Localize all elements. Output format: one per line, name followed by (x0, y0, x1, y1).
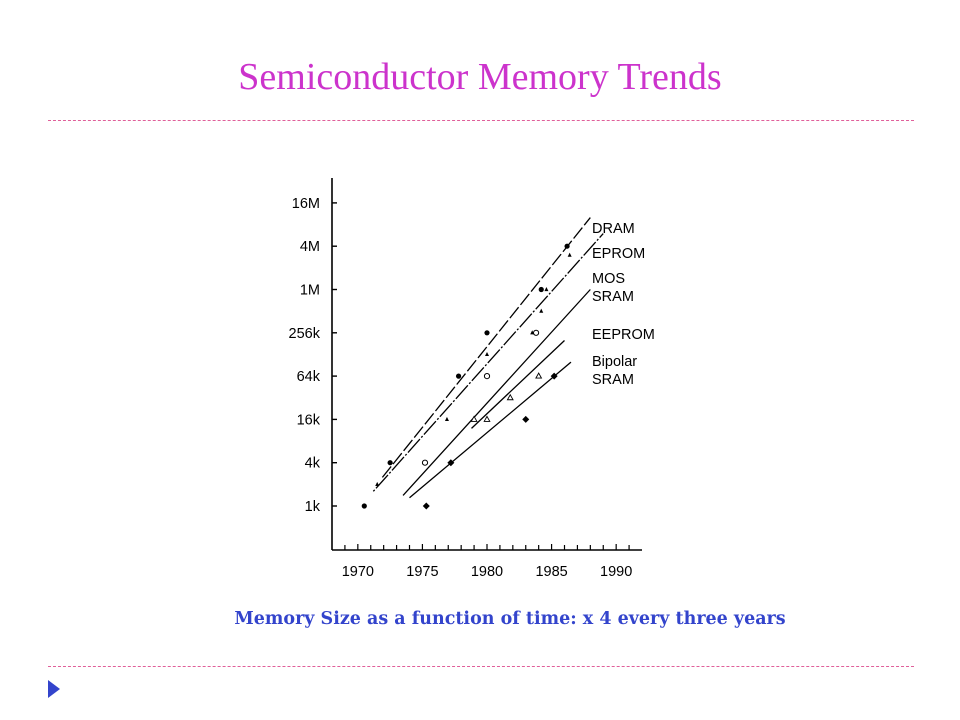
series-label: SRAM (592, 289, 634, 305)
data-point-eeprom (535, 372, 543, 379)
y-tick-label: 4k (305, 456, 321, 472)
data-point-dram (564, 243, 570, 249)
data-point-dram (387, 460, 393, 466)
data-point-dram (538, 286, 544, 293)
y-tick-label: 4M (300, 239, 320, 255)
series-label: EEPROM (592, 327, 655, 343)
data-point-mos-sram (421, 459, 429, 466)
series-label: DRAM (592, 221, 635, 237)
data-point-dram (361, 503, 367, 509)
trend-lines (372, 217, 604, 499)
x-tick-label: 1990 (600, 564, 632, 580)
data-point-eprom (375, 481, 380, 486)
y-tick-label: 16M (292, 196, 320, 212)
y-tick-label: 64k (297, 369, 321, 385)
data-point-eeprom (470, 415, 478, 422)
data-point-dram (455, 373, 462, 379)
data-point-bipolar-sram (422, 502, 430, 510)
data-point-bipolar-sram (550, 372, 558, 380)
data-point-mos-sram (532, 329, 540, 336)
series-label: Bipolar (592, 354, 637, 370)
series-label: EPROM (592, 246, 645, 262)
data-point-eprom (485, 351, 489, 357)
data-point-bipolar-sram (522, 415, 530, 423)
footer-divider (48, 666, 914, 667)
trend-line-eprom (372, 233, 604, 492)
data-point-dram (484, 330, 490, 336)
data-point-eprom (567, 252, 572, 257)
data-point-eprom (444, 416, 449, 421)
data-point-mos-sram (483, 373, 491, 380)
y-tick-label: 1M (300, 283, 320, 299)
trend-line-dram (381, 217, 591, 478)
trend-line-eeprom (471, 340, 565, 429)
series-label: SRAM (592, 372, 634, 388)
title-divider (48, 120, 914, 121)
y-tick-label: 16k (297, 412, 321, 428)
slide-title: Semiconductor Memory Trends (238, 56, 722, 98)
y-tick-label: 1k (305, 499, 321, 515)
x-tick-label: 1985 (535, 564, 567, 580)
trend-line-mos-sram (402, 289, 591, 496)
chart-ticks: 1k 4k 16k 64k 256k 1M 4M 16M 1970 1975 1980 1985 199… (289, 196, 633, 580)
series-labels: DRAM EPROM MOS SRAM EEPROM Bipolar SRAM (592, 221, 655, 388)
x-tick-label: 1980 (471, 564, 503, 580)
data-point-eprom (544, 287, 549, 292)
data-point-eeprom (506, 393, 514, 401)
y-tick-label: 256k (289, 326, 321, 342)
series-label: MOS (592, 271, 625, 287)
data-points (361, 243, 572, 510)
data-point-bipolar-sram (447, 459, 455, 467)
chart-caption: Memory Size as a function of time: x 4 e… (234, 609, 786, 629)
x-tick-label: 1970 (342, 564, 374, 580)
data-point-eeprom (483, 415, 491, 422)
triangle-right-icon (48, 680, 60, 698)
x-tick-label: 1975 (406, 564, 438, 580)
data-point-eprom (539, 308, 544, 313)
trend-line-bipolar-sram (409, 361, 572, 499)
